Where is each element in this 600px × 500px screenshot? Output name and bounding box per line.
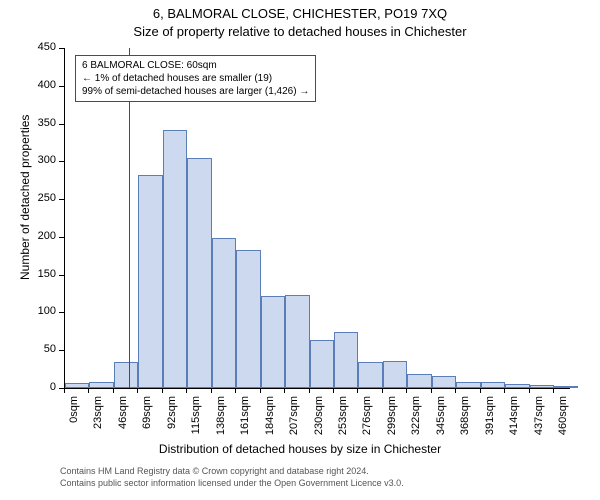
x-tick-label: 345sqm bbox=[435, 396, 447, 446]
histogram-bar bbox=[505, 384, 529, 388]
x-tick bbox=[431, 388, 432, 393]
histogram-bar bbox=[285, 295, 309, 388]
x-tick bbox=[333, 388, 334, 393]
y-tick bbox=[59, 124, 64, 125]
x-tick bbox=[357, 388, 358, 393]
y-tick-label: 450 bbox=[26, 41, 56, 53]
y-tick bbox=[59, 48, 64, 49]
x-tick bbox=[211, 388, 212, 393]
x-tick bbox=[162, 388, 163, 393]
histogram-bar bbox=[236, 250, 260, 388]
y-tick bbox=[59, 86, 64, 87]
histogram-bar bbox=[163, 130, 187, 388]
callout-line-smaller: ← 1% of detached houses are smaller (19) bbox=[82, 72, 309, 85]
footer-copyright-2: Contains public sector information licen… bbox=[60, 478, 404, 488]
x-tick bbox=[480, 388, 481, 393]
y-tick bbox=[59, 275, 64, 276]
x-tick bbox=[186, 388, 187, 393]
y-tick-label: 400 bbox=[26, 79, 56, 91]
x-tick-label: 460sqm bbox=[557, 396, 569, 446]
x-tick-label: 253sqm bbox=[337, 396, 349, 446]
y-tick-label: 0 bbox=[26, 381, 56, 393]
x-tick-label: 0sqm bbox=[68, 396, 80, 446]
y-tick bbox=[59, 161, 64, 162]
y-tick bbox=[59, 350, 64, 351]
histogram-bar bbox=[138, 175, 162, 388]
histogram-bar bbox=[114, 362, 138, 388]
x-tick-label: 437sqm bbox=[533, 396, 545, 446]
histogram-bar bbox=[187, 158, 211, 388]
y-tick bbox=[59, 199, 64, 200]
y-tick-label: 100 bbox=[26, 305, 56, 317]
histogram-bar bbox=[358, 362, 382, 388]
y-tick bbox=[59, 312, 64, 313]
histogram-bar bbox=[407, 374, 431, 388]
x-tick-label: 46sqm bbox=[117, 396, 129, 446]
x-tick bbox=[309, 388, 310, 393]
histogram-bar bbox=[554, 386, 578, 388]
footer-copyright-1: Contains HM Land Registry data © Crown c… bbox=[60, 466, 369, 476]
x-tick bbox=[284, 388, 285, 393]
histogram-bar bbox=[530, 385, 554, 388]
x-tick bbox=[88, 388, 89, 393]
x-tick-label: 184sqm bbox=[264, 396, 276, 446]
chart-subtitle: Size of property relative to detached ho… bbox=[0, 24, 600, 39]
histogram-bar bbox=[212, 238, 236, 388]
x-tick-label: 69sqm bbox=[141, 396, 153, 446]
x-tick bbox=[455, 388, 456, 393]
x-tick bbox=[137, 388, 138, 393]
x-tick-label: 115sqm bbox=[190, 396, 202, 446]
y-tick-label: 200 bbox=[26, 230, 56, 242]
x-tick-label: 368sqm bbox=[459, 396, 471, 446]
callout-line-larger: 99% of semi-detached houses are larger (… bbox=[82, 85, 309, 98]
histogram-bar bbox=[89, 382, 113, 388]
callout-line-size: 6 BALMORAL CLOSE: 60sqm bbox=[82, 59, 309, 72]
histogram-bar bbox=[432, 376, 456, 388]
x-tick-label: 322sqm bbox=[410, 396, 422, 446]
x-tick-label: 276sqm bbox=[361, 396, 373, 446]
property-callout-box: 6 BALMORAL CLOSE: 60sqm ← 1% of detached… bbox=[75, 55, 316, 102]
x-tick-label: 414sqm bbox=[508, 396, 520, 446]
x-tick-label: 138sqm bbox=[215, 396, 227, 446]
x-tick bbox=[260, 388, 261, 393]
y-tick-label: 350 bbox=[26, 117, 56, 129]
y-tick bbox=[59, 237, 64, 238]
x-tick-label: 299sqm bbox=[386, 396, 398, 446]
y-tick-label: 50 bbox=[26, 343, 56, 355]
x-tick bbox=[406, 388, 407, 393]
y-tick-label: 250 bbox=[26, 192, 56, 204]
x-tick bbox=[113, 388, 114, 393]
histogram-bar bbox=[334, 332, 358, 388]
histogram-bar bbox=[310, 340, 334, 388]
x-tick bbox=[382, 388, 383, 393]
histogram-bar bbox=[383, 361, 407, 388]
histogram-bar bbox=[481, 382, 505, 388]
x-tick-label: 391sqm bbox=[484, 396, 496, 446]
histogram-bar bbox=[456, 382, 480, 388]
x-tick-label: 92sqm bbox=[166, 396, 178, 446]
x-tick-label: 207sqm bbox=[288, 396, 300, 446]
y-tick-label: 300 bbox=[26, 154, 56, 166]
y-tick-label: 150 bbox=[26, 268, 56, 280]
x-tick-label: 161sqm bbox=[239, 396, 251, 446]
x-tick-label: 230sqm bbox=[313, 396, 325, 446]
chart-title-address: 6, BALMORAL CLOSE, CHICHESTER, PO19 7XQ bbox=[0, 6, 600, 21]
histogram-bar bbox=[261, 296, 285, 388]
x-tick bbox=[64, 388, 65, 393]
x-tick bbox=[504, 388, 505, 393]
x-tick bbox=[553, 388, 554, 393]
x-tick bbox=[529, 388, 530, 393]
x-tick-label: 23sqm bbox=[92, 396, 104, 446]
histogram-bar bbox=[65, 383, 89, 388]
x-tick bbox=[235, 388, 236, 393]
